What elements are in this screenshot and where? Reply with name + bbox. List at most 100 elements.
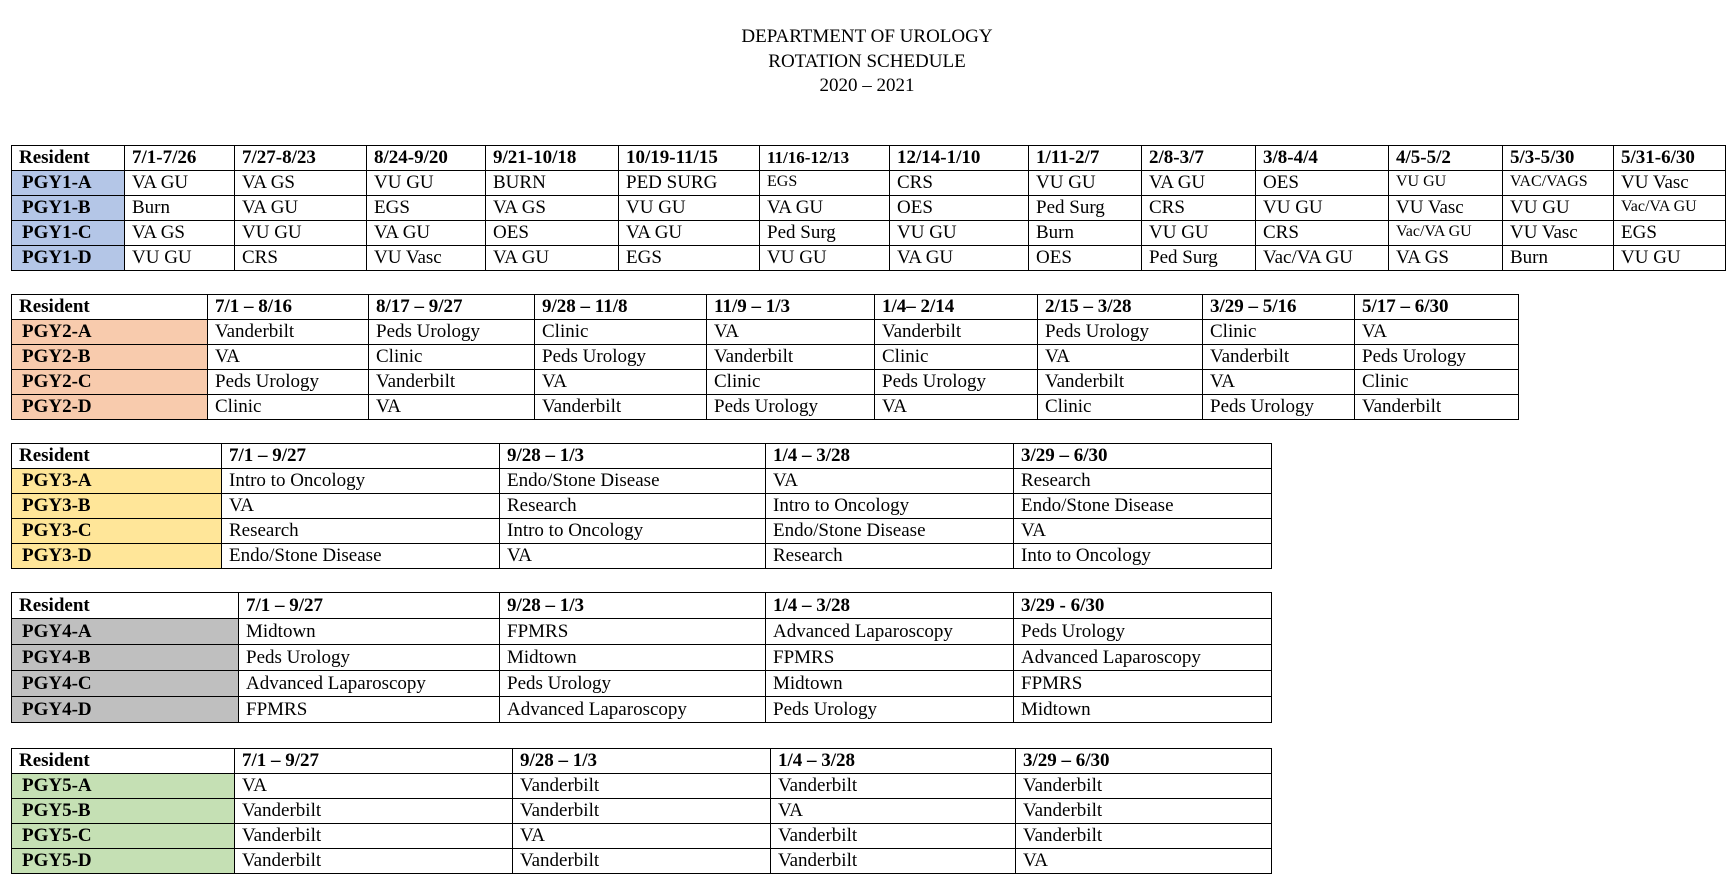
rotation-cell: Endo/Stone Disease [499,468,766,494]
rotation-cell: Vac/VA GU [1388,220,1503,246]
rotation-cell: VU GU [1502,195,1614,221]
rotation-cell: OES [889,195,1029,221]
rotation-cell: VA GS [124,220,235,246]
rotation-cell: Intro to Oncology [765,493,1014,519]
rotation-cell: Peds Urology [368,319,535,345]
rotation-cell: Vanderbilt [512,798,771,824]
rotation-cell: VA [1037,344,1203,370]
resident-column-header: Resident [11,592,239,619]
period-column-header: 7/1 – 9/27 [238,592,500,619]
period-column-header: 9/28 – 1/3 [499,443,766,469]
rotation-cell: Vanderbilt [706,344,875,370]
period-column-header: 10/19-11/15 [618,145,760,171]
rotation-cell: CRS [889,170,1029,196]
rotation-cell: VU Vasc [1388,195,1503,221]
rotation-cell: OES [485,220,619,246]
rotation-cell: Intro to Oncology [499,518,766,544]
rotation-cell: Research [765,543,1014,569]
period-column-header: 2/8-3/7 [1141,145,1256,171]
header-row: Resident 7/1 – 9/27 9/28 – 1/3 1/4 – 3/28 3/… [11,748,1272,774]
rotation-cell: Vanderbilt [512,773,771,799]
document-title: DEPARTMENT OF UROLOGY [741,26,993,47]
rotation-cell: Vanderbilt [1202,344,1355,370]
rotation-cell: Advanced Laparoscopy [765,618,1014,645]
resident-row: PGY5-C Vanderbilt VA Vanderbilt Vanderbilt [11,823,1272,849]
rotation-cell: Endo/Stone Disease [221,543,500,569]
rotation-cell: VA GS [234,170,367,196]
rotation-cell: VA GU [124,170,235,196]
resident-row: PGY5-A VA Vanderbilt Vanderbilt Vanderbilt [11,773,1272,799]
rotation-cell: PED SURG [618,170,760,196]
rotation-cell: Clinic [1354,369,1519,395]
rotation-cell: Endo/Stone Disease [765,518,1014,544]
rotation-cell: VA [499,543,766,569]
rotation-cell: Vanderbilt [512,848,771,874]
rotation-cell: Clinic [1202,319,1355,345]
rotation-cell: Clinic [534,319,707,345]
rotation-cell: Vanderbilt [1037,369,1203,395]
rotation-cell: VU GU [618,195,760,221]
rotation-cell: EGS [1613,220,1726,246]
rotation-cell: Endo/Stone Disease [1013,493,1272,519]
header-row: Resident 7/1 – 8/16 8/17 – 9/27 9/28 – 11/8… [11,294,1519,320]
rotation-cell: Advanced Laparoscopy [238,670,500,697]
period-column-header: 7/1 – 9/27 [221,443,500,469]
resident-row: PGY2-C Peds Urology Vanderbilt VA Clinic Peds… [11,369,1519,395]
rotation-cell: Vanderbilt [534,394,707,420]
rotation-cell: Vanderbilt [234,798,513,824]
rotation-cell: CRS [1141,195,1256,221]
rotation-cell: Vanderbilt [234,823,513,849]
period-column-header: 5/3-5/30 [1502,145,1614,171]
resident-row: PGY4-D FPMRS Advanced Laparoscopy Peds Urol… [11,696,1272,723]
period-column-header: 7/1 – 9/27 [234,748,513,774]
rotation-cell: Clinic [368,344,535,370]
period-column-header: 9/28 – 11/8 [534,294,707,320]
period-column-header: 5/31-6/30 [1613,145,1726,171]
period-column-header: 8/17 – 9/27 [368,294,535,320]
period-column-header: 9/28 – 1/3 [499,592,766,619]
period-column-header: 3/29 - 6/30 [1013,592,1272,619]
rotation-cell: Ped Surg [759,220,890,246]
rotation-cell: Vanderbilt [207,319,369,345]
pgy1-rotation-table: Resident 7/1-7/26 7/27-8/23 8/24-9/20 9/21-1… [11,145,1726,271]
resident-label: PGY1-D [11,245,125,271]
resident-label: PGY2-C [11,369,208,395]
period-column-header: 3/8-4/4 [1255,145,1389,171]
period-column-header: 1/11-2/7 [1028,145,1142,171]
resident-row: PGY2-D Clinic VA Vanderbilt Peds Urology VA Cl… [11,394,1519,420]
period-column-header: 7/27-8/23 [234,145,367,171]
rotation-cell: VA GU [759,195,890,221]
header-row: Resident 7/1 – 9/27 9/28 – 1/3 1/4 – 3/28 3/… [11,592,1272,619]
resident-label: PGY4-D [11,696,239,723]
period-column-header: 1/4 – 3/28 [765,592,1014,619]
period-column-header: 3/29 – 6/30 [1015,748,1272,774]
rotation-cell: FPMRS [765,644,1014,671]
rotation-cell: VU GU [1613,245,1726,271]
rotation-cell: Midtown [499,644,766,671]
rotation-cell: Ped Surg [1028,195,1142,221]
rotation-cell: VA [534,369,707,395]
rotation-cell: Burn [1028,220,1142,246]
resident-label: PGY2-B [11,344,208,370]
resident-row: PGY3-A Intro to Oncology Endo/Stone Diseas… [11,468,1272,494]
rotation-cell: VA [874,394,1038,420]
rotation-cell: Clinic [874,344,1038,370]
rotation-cell: FPMRS [499,618,766,645]
header-row: Resident 7/1 – 9/27 9/28 – 1/3 1/4 – 3/28 3/… [11,443,1272,469]
resident-row: PGY3-B VA Research Intro to Oncology Endo/St… [11,493,1272,519]
rotation-cell: VU GU [759,245,890,271]
period-column-header: 7/1 – 8/16 [207,294,369,320]
header-row: Resident 7/1-7/26 7/27-8/23 8/24-9/20 9/21-1… [11,145,1726,171]
rotation-cell: VU GU [889,220,1029,246]
rotation-cell: VA GS [1388,245,1503,271]
resident-label: PGY3-A [11,468,222,494]
rotation-cell: OES [1028,245,1142,271]
resident-row: PGY2-A Vanderbilt Peds Urology Clinic VA Vand… [11,319,1519,345]
rotation-cell: Research [499,493,766,519]
period-column-header: 1/4 – 3/28 [770,748,1016,774]
rotation-cell: VA [770,798,1016,824]
resident-row: PGY3-C Research Intro to Oncology Endo/Ston… [11,518,1272,544]
document-subtitle: ROTATION SCHEDULE [768,51,966,72]
rotation-cell: Midtown [765,670,1014,697]
period-column-header: 8/24-9/20 [366,145,486,171]
